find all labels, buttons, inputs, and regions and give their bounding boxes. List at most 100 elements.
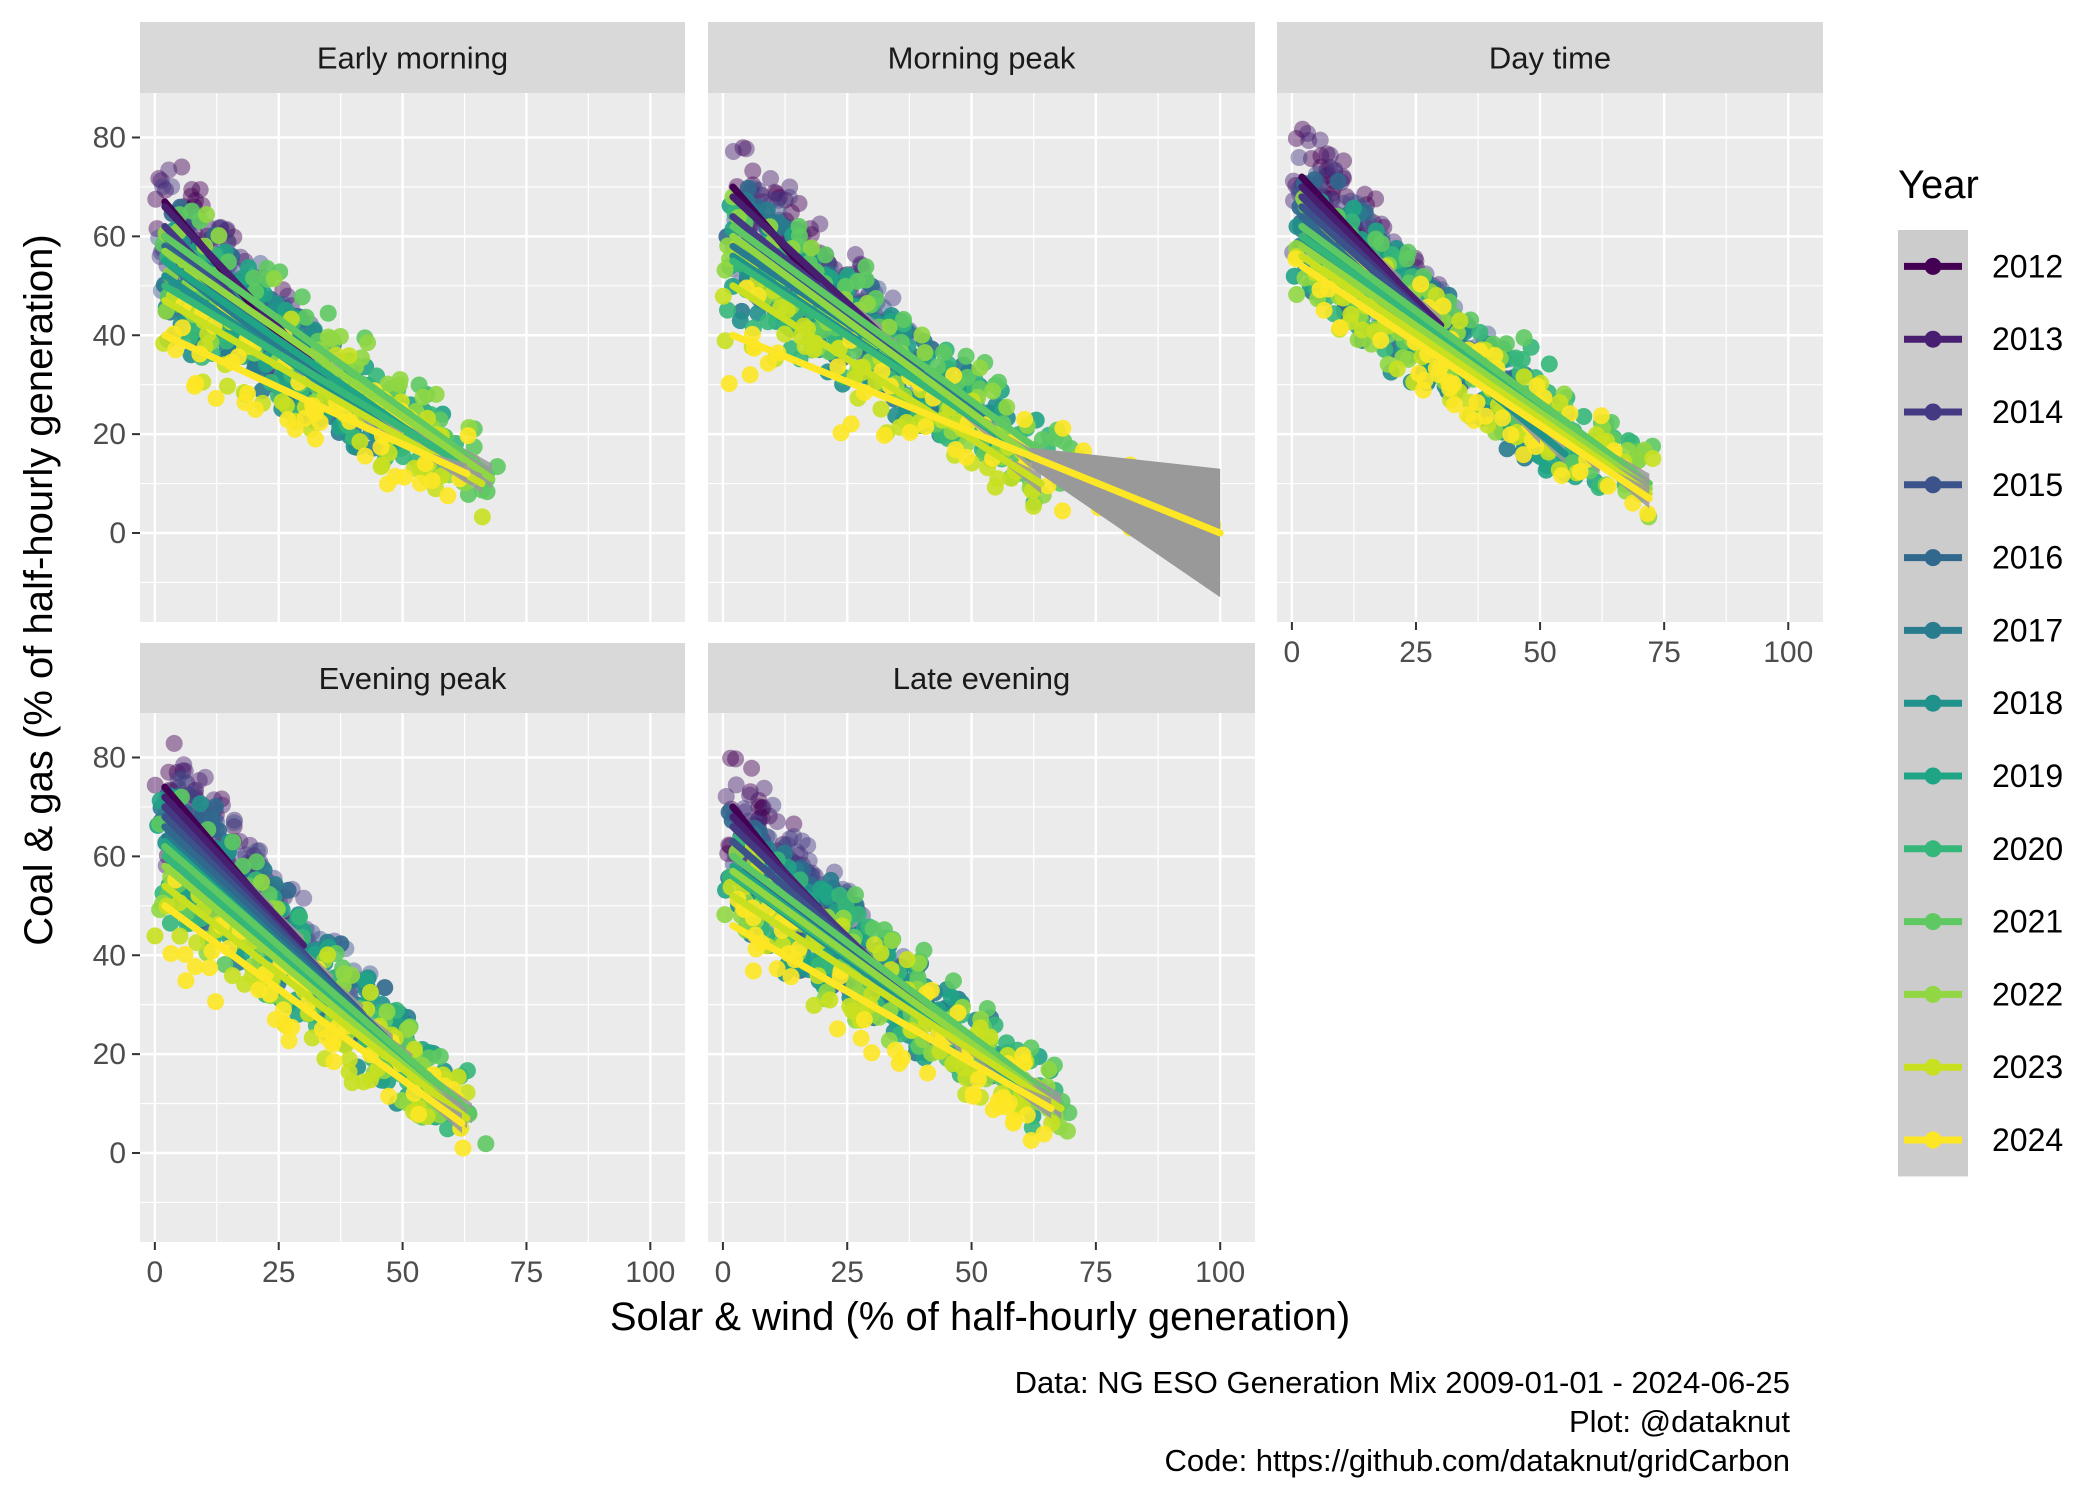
data-point — [759, 354, 777, 372]
data-point — [454, 1139, 472, 1157]
legend-key-point — [1924, 767, 1942, 785]
y-tick-label: 80 — [93, 741, 126, 774]
legend-key-point — [1924, 621, 1942, 639]
data-point — [895, 311, 913, 329]
data-point — [477, 1135, 495, 1153]
data-point — [1553, 467, 1571, 485]
data-point — [768, 813, 786, 831]
facet-strip — [140, 22, 685, 93]
data-point — [207, 389, 225, 407]
data-point — [1005, 1111, 1023, 1129]
data-point — [224, 833, 242, 851]
data-point — [766, 183, 784, 201]
data-point — [737, 140, 755, 158]
x-tick-label: 0 — [715, 1256, 732, 1289]
facet-panel: Early morning 0 20 40 60 80 — [93, 22, 685, 622]
data-point — [821, 991, 839, 1009]
data-point — [716, 906, 734, 924]
data-point — [831, 886, 849, 904]
x-tick-label: 0 — [1284, 636, 1301, 669]
legend-key-point — [1924, 1058, 1942, 1076]
data-point — [1515, 329, 1533, 347]
data-point — [1033, 431, 1051, 449]
confidence-band — [1031, 447, 1221, 598]
data-point — [776, 325, 794, 343]
data-point — [410, 1105, 428, 1123]
y-tick-label: 0 — [109, 517, 126, 550]
data-point — [767, 185, 785, 203]
data-point — [1299, 124, 1317, 142]
legend: Year 2012 2013 2014 2015 2016 2017 2018 2019 2020… — [1898, 163, 2063, 1177]
confidence-band — [407, 446, 467, 484]
data-point — [265, 270, 283, 288]
data-point — [743, 759, 761, 777]
data-point — [793, 832, 811, 850]
data-point — [780, 188, 798, 206]
data-point — [306, 430, 324, 448]
data-point — [1315, 301, 1333, 319]
x-tick-label: 100 — [1763, 636, 1813, 669]
legend-key-point — [1924, 476, 1942, 494]
trend-line — [161, 282, 466, 468]
facet-strip — [1277, 22, 1823, 93]
legend-label: 2021 — [1992, 904, 2063, 940]
facet-panel: Day time 0 25 50 75 100 — [1277, 22, 1823, 669]
data-point — [1290, 149, 1308, 167]
panels-layer: Early morning 0 20 40 60 80 Morning peak Day ti… — [93, 22, 1823, 1289]
data-point — [1318, 161, 1336, 179]
data-point — [380, 1087, 398, 1105]
data-point — [769, 191, 787, 209]
data-point — [744, 162, 762, 180]
legend-label: 2015 — [1992, 467, 2063, 503]
data-point — [291, 908, 309, 926]
x-tick-label: 75 — [1647, 636, 1680, 669]
y-tick-label: 40 — [93, 939, 126, 972]
facet-strip-label: Evening peak — [319, 661, 507, 696]
facet-strip — [708, 22, 1255, 93]
data-point — [759, 313, 777, 331]
data-point — [857, 271, 875, 289]
data-point — [714, 287, 732, 305]
legend-label: 2023 — [1992, 1049, 2063, 1085]
data-point — [225, 814, 243, 832]
data-point — [1367, 190, 1385, 208]
data-point — [957, 347, 975, 365]
data-point — [225, 228, 243, 246]
data-point — [1312, 158, 1330, 176]
data-point — [378, 1003, 396, 1021]
data-point — [319, 304, 337, 322]
caption-line: Code: https://github.com/dataknut/gridCa… — [1164, 1443, 1790, 1478]
data-point — [1372, 234, 1390, 252]
data-point — [776, 191, 794, 209]
data-point — [182, 187, 200, 205]
data-point — [863, 1044, 881, 1062]
data-point — [273, 393, 291, 411]
data-point — [1353, 321, 1371, 339]
data-point — [394, 448, 412, 466]
trend-line — [729, 282, 1045, 488]
data-point — [286, 420, 304, 438]
legend-key-point — [1924, 403, 1942, 421]
x-axis-title: Solar & wind (% of half-hourly generatio… — [610, 1295, 1350, 1339]
data-point — [901, 424, 919, 442]
data-point — [157, 181, 175, 199]
data-point — [852, 1029, 870, 1047]
legend-label: 2018 — [1992, 685, 2063, 721]
data-point — [944, 972, 962, 990]
x-tick-label: 75 — [510, 1256, 543, 1289]
data-point — [191, 795, 209, 813]
data-point — [984, 1101, 1002, 1119]
data-point — [147, 190, 165, 208]
data-point — [875, 426, 893, 444]
facet-panel: Late evening 0 25 50 75 100 — [708, 643, 1255, 1289]
data-point — [872, 400, 890, 418]
data-point — [898, 951, 916, 969]
data-point — [1055, 432, 1073, 450]
data-point — [727, 776, 745, 794]
data-point — [196, 768, 214, 786]
data-point — [245, 269, 263, 287]
data-point — [248, 853, 266, 871]
y-tick-label: 60 — [93, 840, 126, 873]
legend-label: 2022 — [1992, 976, 2063, 1012]
x-tick-label: 75 — [1079, 1256, 1112, 1289]
